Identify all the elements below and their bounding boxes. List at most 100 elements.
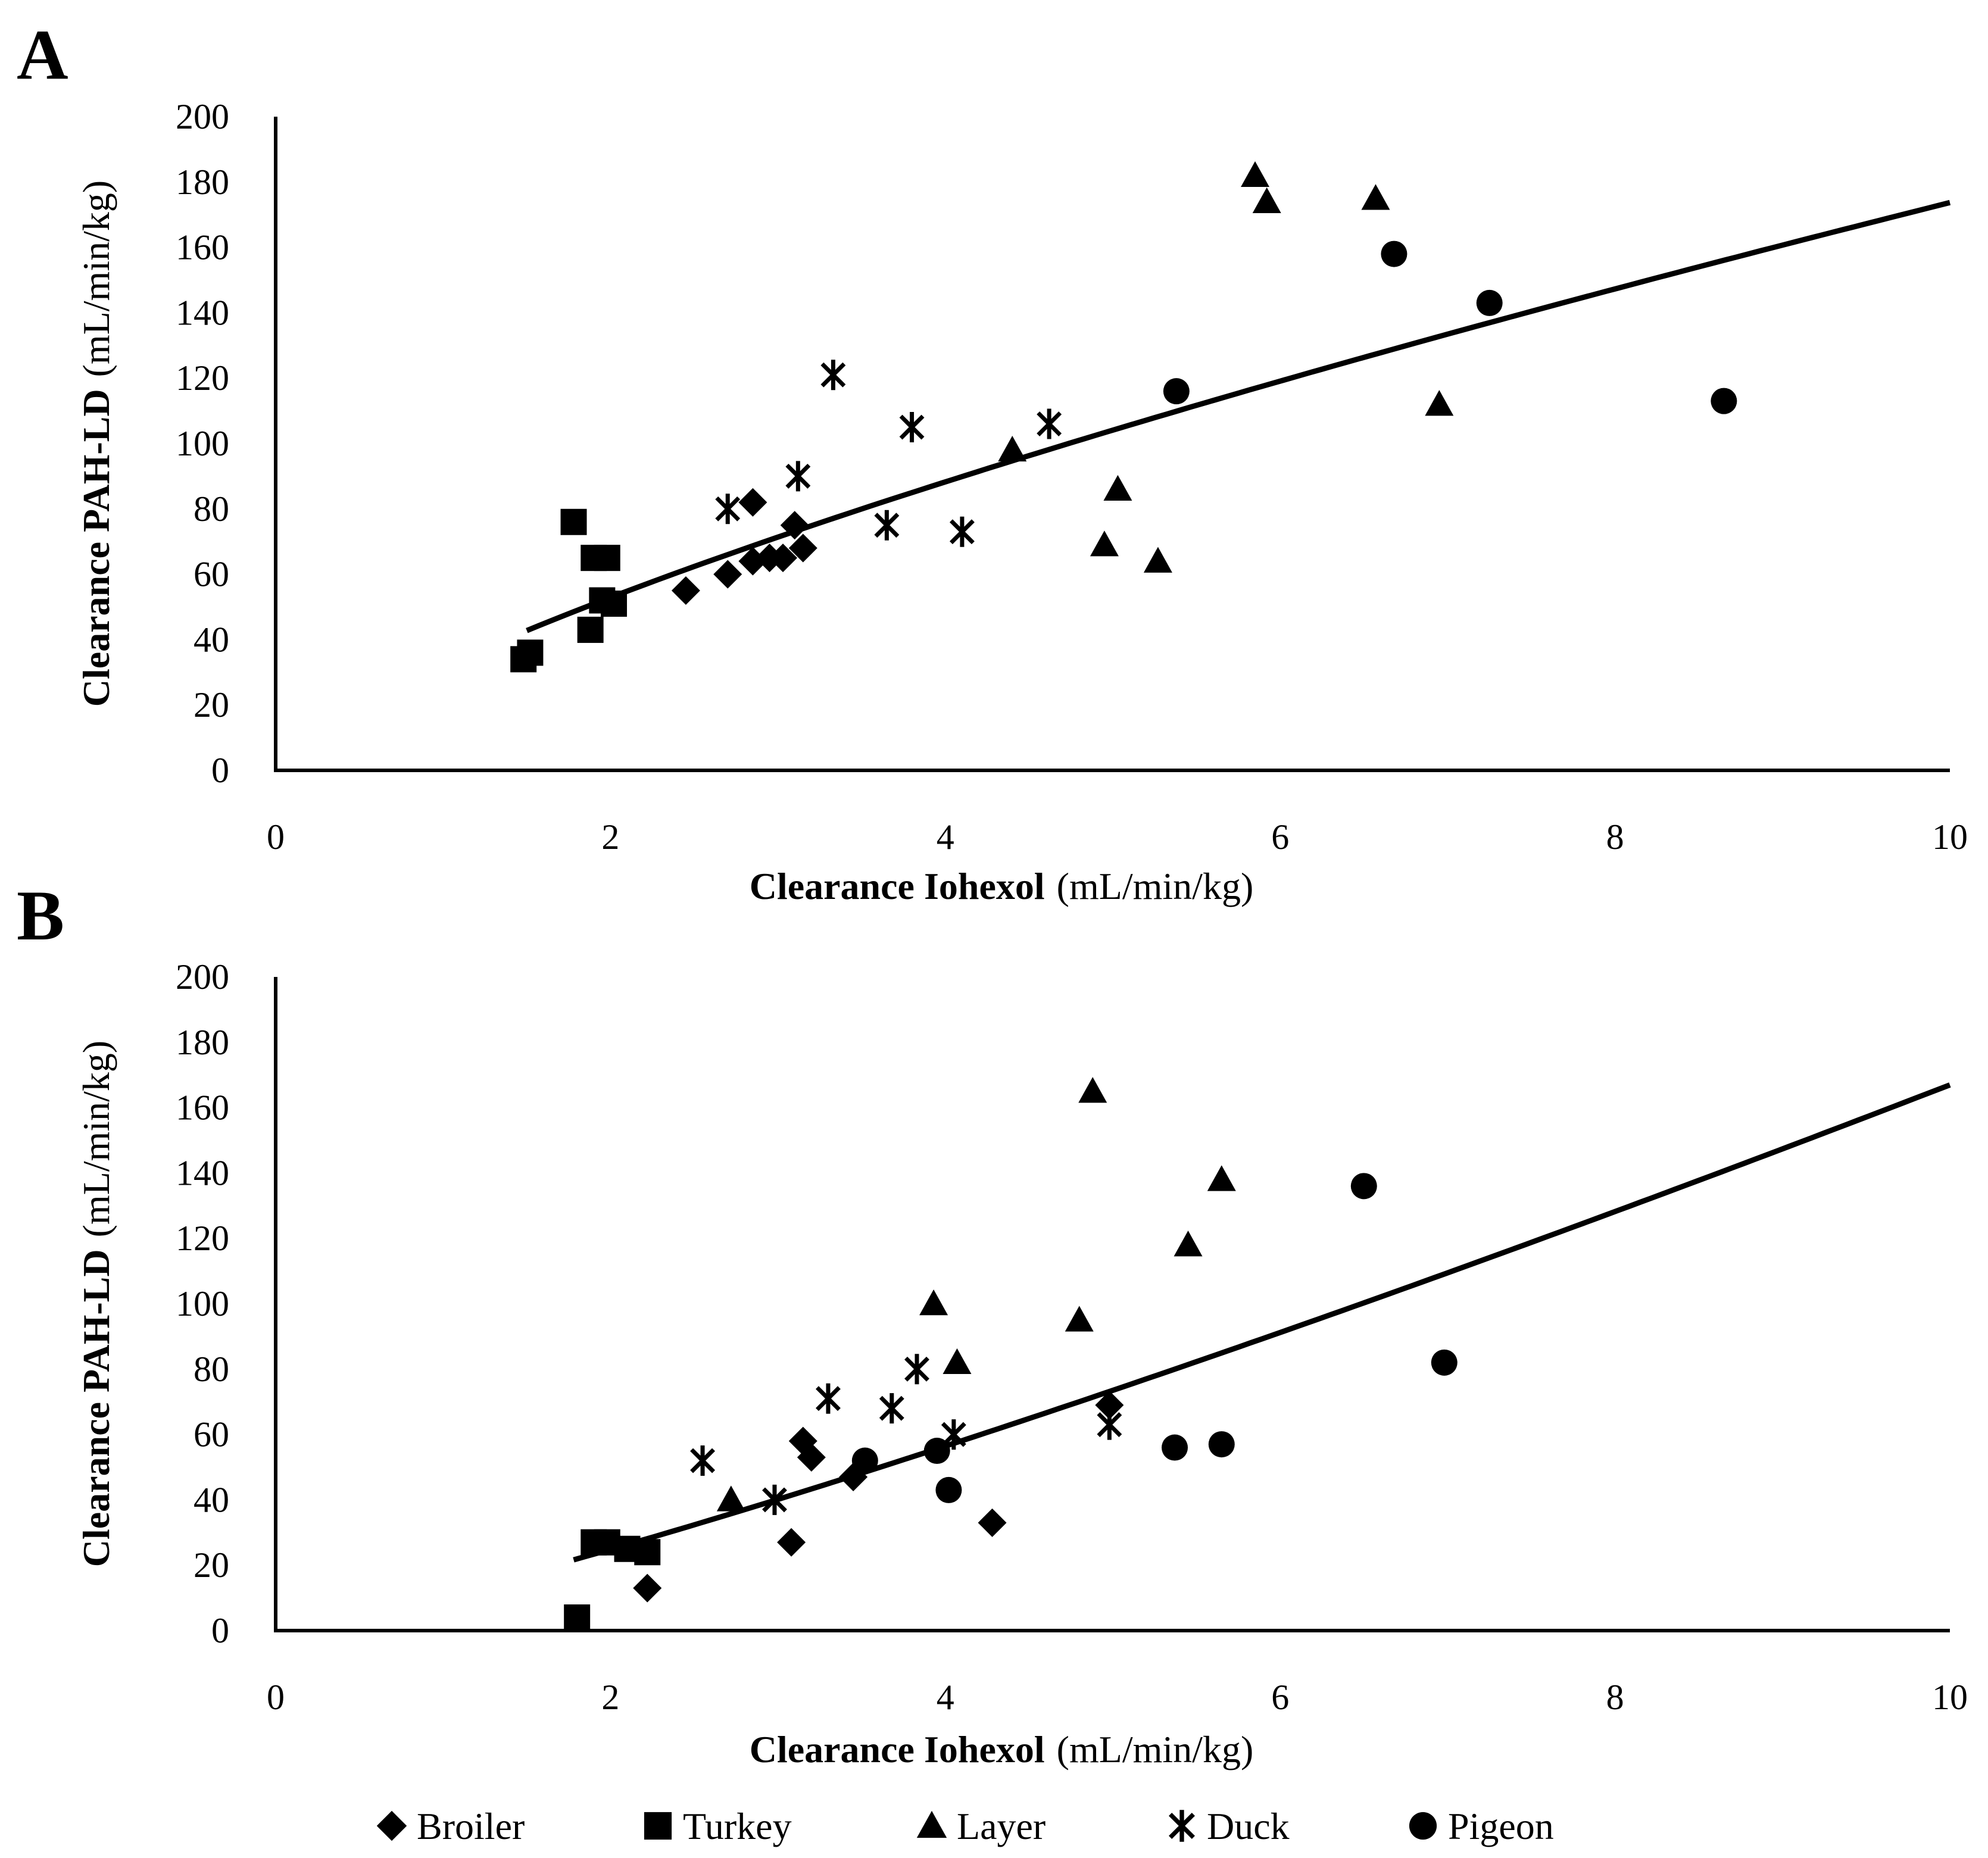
y-tick-label: 80 [194,1350,229,1389]
legend-label-layer: Layer [957,1805,1046,1847]
duck-point [690,1445,716,1476]
y-tick-label: 120 [176,358,229,398]
y-tick-label: 200 [176,97,229,136]
x-tick-label: 2 [601,817,619,857]
data-points [510,161,1737,673]
duck-point [820,360,846,391]
pigeon-point [1163,378,1190,405]
turkey-point [594,545,620,572]
y-axis-title-unit: (mL/min/kg) [75,1041,117,1238]
legend-label-pigeon: Pigeon [1448,1805,1554,1847]
x-tick-label: 10 [1932,817,1968,857]
panel-a: A 0 20 40 60 80 100 120 140 160 180 200 0 2 4 6 8 10 Cl… [17,15,1968,907]
y-tick-label: 140 [176,293,229,332]
layer-point [1078,1077,1107,1103]
turkey-point [601,591,628,617]
layer-point [919,1289,948,1316]
legend-label-duck: Duck [1207,1805,1290,1847]
turkey-point [577,616,604,643]
pigeon-point [1350,1173,1377,1200]
panel-b: B 0 20 40 60 80 100 120 140 160 180 200 0 2 4 6 8 10 Cl… [17,876,1968,1770]
x-axis-title: Clearance Iohexol (mL/min/kg) [750,865,1254,907]
x-tick-label: 2 [601,1678,619,1717]
x-tick-labels: 0 2 4 6 8 10 [267,817,1968,857]
legend-marker-pigeon [1409,1812,1437,1840]
duck-point [941,1419,966,1450]
legend-label-broiler: Broiler [417,1805,525,1847]
series-layer [998,161,1454,573]
y-tick-label: 40 [194,620,229,659]
turkey-point [560,508,587,535]
y-tick-label: 120 [176,1219,229,1258]
x-tick-label: 0 [267,817,285,857]
x-tick-labels: 0 2 4 6 8 10 [267,1678,1968,1717]
series-turkey [510,508,628,673]
duck-point [904,1354,929,1385]
pigeon-point [851,1447,878,1474]
y-tick-label: 20 [194,685,229,725]
legend: Broiler Turkey Layer Duck Pigeon [376,1805,1554,1847]
layer-point [1090,530,1119,557]
turkey-point [564,1604,591,1631]
pigeon-point [1381,241,1407,267]
data-points [564,1077,1458,1631]
series-broiler [671,488,817,605]
duck-point [816,1383,841,1414]
pigeon-point [1711,388,1737,414]
duck-point [715,494,741,524]
y-axis-title-bold: Clearance PAH-LD [75,389,117,707]
layer-point [1174,1231,1203,1257]
duck-point [785,461,811,492]
layer-point [1207,1165,1236,1191]
x-tick-label: 0 [267,1678,285,1717]
x-axis-title: Clearance Iohexol (mL/min/kg) [750,1728,1254,1770]
series-duck [715,360,1062,547]
duck-point [949,516,975,547]
broiler-point [788,533,817,563]
y-tick-label: 80 [194,489,229,529]
y-tick-label: 180 [176,163,229,202]
broiler-point [1095,1391,1124,1420]
x-tick-label: 4 [937,1678,954,1717]
pigeon-point [935,1476,962,1503]
duck-point [762,1484,787,1515]
series-pigeon [851,1173,1458,1503]
y-tick-label: 20 [194,1545,229,1585]
pigeon-point [1208,1431,1235,1458]
y-tick-label: 100 [176,1284,229,1323]
broiler-point [713,560,742,589]
x-axis-title-unit: (mL/min/kg) [1057,865,1254,907]
series-pigeon [1163,241,1737,414]
broiler-point [777,1528,806,1557]
layer-point [1143,547,1172,573]
layer-point [1361,184,1390,210]
panel-letter-a: A [17,15,68,94]
x-tick-label: 8 [1606,817,1624,857]
y-tick-label: 0 [211,751,229,790]
series-turkey [564,1529,661,1631]
x-axis-title-bold: Clearance Iohexol [750,1728,1045,1770]
broiler-point [633,1573,662,1603]
duck-point [1037,408,1062,439]
legend-label-turkey: Turkey [683,1805,792,1847]
layer-point [1252,187,1281,213]
y-tick-label: 100 [176,424,229,463]
trendline [526,199,1951,633]
y-axis-title-bold: Clearance PAH-LD [75,1249,117,1567]
duck-point [879,1393,904,1424]
broiler-point [797,1443,826,1472]
duck-point [1097,1409,1122,1440]
y-tick-label: 160 [176,1088,229,1128]
turkey-point [634,1539,661,1566]
panel-letter-b: B [17,876,64,955]
layer-point [942,1348,972,1375]
y-tick-label: 0 [211,1611,229,1650]
y-tick-labels: 0 20 40 60 80 100 120 140 160 180 200 [176,957,229,1650]
x-tick-label: 8 [1606,1678,1624,1717]
x-tick-label: 4 [937,817,954,857]
y-tick-label: 40 [194,1480,229,1519]
y-axis-title-unit: (mL/min/kg) [75,180,117,377]
pigeon-point [1431,1349,1458,1376]
layer-point [1425,390,1454,416]
